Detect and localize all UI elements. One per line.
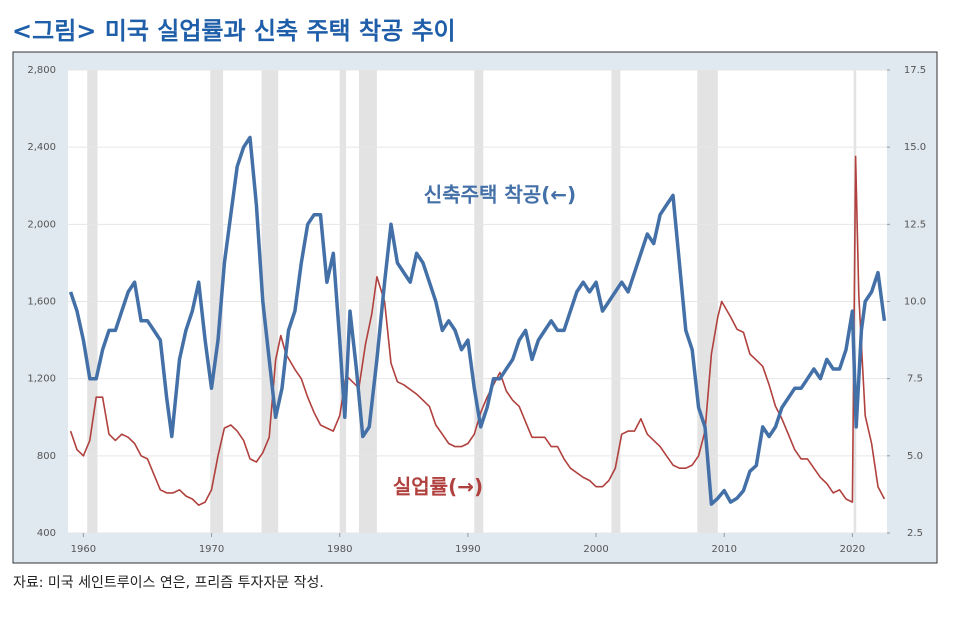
- annotation: 신축주택 착공(←): [424, 183, 576, 207]
- y-tick-label: 1,200: [27, 374, 56, 385]
- y2-tick-label: 15.0: [904, 142, 926, 153]
- y-tick-label: 400: [37, 528, 56, 539]
- series-line: [68, 135, 887, 506]
- y-tick-label: 800: [37, 451, 56, 462]
- x-tick-label: 1970: [199, 544, 224, 555]
- source-note: 자료: 미국 세인트루이스 연은, 프리즘 투자자문 작성.: [13, 575, 324, 591]
- y2-tick-label: 7.5: [907, 374, 923, 385]
- x-tick-label: 2020: [840, 544, 865, 555]
- x-tick-label: 1980: [327, 544, 352, 555]
- y2-tick-label: 5.0: [907, 451, 923, 462]
- y2-tick-label: 2.5: [907, 528, 923, 539]
- y-tick-label: 2,000: [27, 219, 56, 230]
- y-tick-label: 2,800: [27, 65, 56, 76]
- annotation: 실업률(→): [393, 475, 483, 499]
- x-tick-label: 2010: [711, 544, 736, 555]
- x-tick-label: 1990: [455, 544, 480, 555]
- y-tick-label: 1,600: [27, 297, 56, 308]
- y2-tick-label: 10.0: [904, 297, 926, 308]
- x-tick-label: 2000: [583, 544, 608, 555]
- series-line: [69, 155, 886, 506]
- y2-tick-label: 12.5: [904, 219, 926, 230]
- chart-title: <그림> 미국 실업률과 신축 주택 착공 추이: [12, 17, 456, 45]
- x-tick-label: 1960: [71, 544, 96, 555]
- y2-tick-label: 17.5: [904, 65, 926, 76]
- y-tick-label: 2,400: [27, 142, 56, 153]
